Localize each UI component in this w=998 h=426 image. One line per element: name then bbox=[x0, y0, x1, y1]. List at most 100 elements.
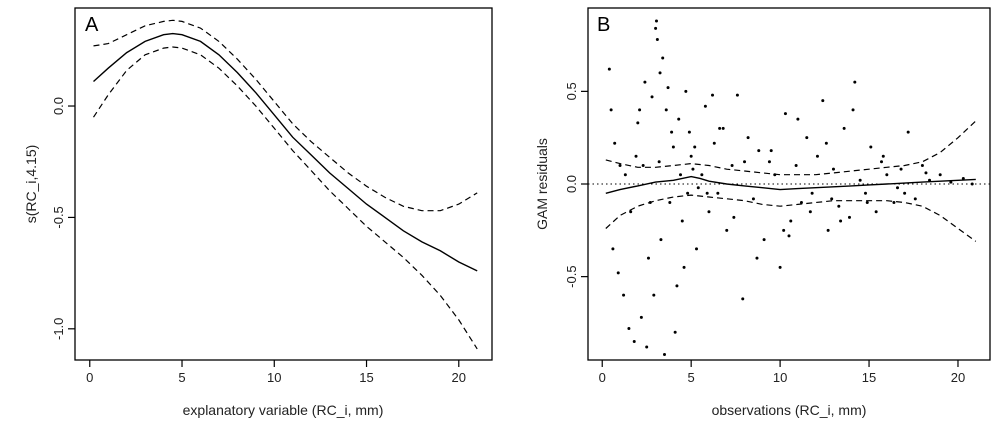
panel-b-residual-point bbox=[805, 136, 809, 140]
panel-a-fit-line bbox=[93, 32, 478, 272]
panel-b-residual-point bbox=[668, 201, 672, 205]
panel-b-residual-point bbox=[654, 19, 658, 23]
panel-b-residual-point bbox=[609, 108, 613, 112]
panel-a-plot-frame bbox=[74, 7, 493, 361]
panel-b-residual-point bbox=[634, 154, 638, 158]
panel-a-x-tick-label: 10 bbox=[267, 370, 281, 385]
panel-b-residual-point bbox=[645, 345, 649, 349]
panel-b-x-tick-label: 5 bbox=[688, 370, 695, 385]
panel-a-x-tick-label: 0 bbox=[86, 370, 93, 385]
panel-b-lower-line bbox=[605, 194, 977, 242]
panel-b-residual-point bbox=[611, 247, 615, 251]
panel-b-residual-point bbox=[831, 167, 835, 171]
panel-b-residual-point bbox=[646, 256, 650, 260]
panel-b-residual-point bbox=[885, 173, 889, 177]
panel-b-residual-point bbox=[654, 26, 658, 30]
panel-b-residual-point bbox=[687, 130, 691, 134]
panel-b-y-tick-label: 0.0 bbox=[564, 175, 579, 193]
panel-b-residual-point bbox=[641, 163, 645, 167]
panel-b-residual-point bbox=[773, 173, 777, 177]
panel-b-residual-point bbox=[718, 126, 722, 130]
panel-a-y-tick-label: -1.0 bbox=[51, 318, 66, 340]
panel-b-residual-point bbox=[741, 297, 745, 301]
panel-b-residual-point bbox=[837, 204, 841, 208]
panel-b-residual-point bbox=[810, 191, 814, 195]
panel-b-residual-point bbox=[928, 178, 932, 182]
panel-b-x-tick-label: 20 bbox=[951, 370, 965, 385]
panel-b-y-axis-label: GAM residuals bbox=[534, 138, 550, 230]
panel-b-residual-point bbox=[949, 180, 953, 184]
panel-b-residual-point bbox=[677, 117, 681, 121]
panel-b-residual-point bbox=[652, 293, 656, 297]
panel-b-residual-point bbox=[658, 71, 662, 75]
panel-b-residual-point bbox=[863, 191, 867, 195]
panel-b-residual-point bbox=[712, 141, 716, 145]
panel-b-residual-point bbox=[703, 104, 707, 108]
panel-a-x-tick-label: 15 bbox=[359, 370, 373, 385]
panel-b-residual-point bbox=[711, 93, 715, 97]
panel-b-x-tick-label: 0 bbox=[599, 370, 606, 385]
panel-b-residual-point bbox=[607, 67, 611, 71]
panel-b-residual-point bbox=[778, 265, 782, 269]
panel-b-upper-line bbox=[605, 120, 977, 176]
panel-b-y-axis: -0.5 0.0 0.5 bbox=[564, 82, 588, 288]
panel-b-residual-point bbox=[903, 191, 907, 195]
panel-b-residual-point bbox=[824, 141, 828, 145]
panel-b-residual-point bbox=[906, 130, 910, 134]
panel-b-residual-point bbox=[789, 219, 793, 223]
panel-b-residual-point bbox=[881, 154, 885, 158]
panel-b-residual-point bbox=[616, 271, 620, 275]
panel-b-residual-point bbox=[732, 215, 736, 219]
panel-b-residual-point bbox=[638, 108, 642, 112]
panel-b-residual-point bbox=[826, 228, 830, 232]
panel-a-y-axis-label: s(RC_i,4.15) bbox=[23, 145, 39, 224]
panel-b-residual-point bbox=[639, 315, 643, 319]
panel-b-residual-point bbox=[794, 163, 798, 167]
panel-b-residual-point bbox=[879, 160, 883, 164]
panel-b-residual-point bbox=[858, 178, 862, 182]
panel-b-residual-point bbox=[686, 191, 690, 195]
panel-b-residual-point bbox=[751, 197, 755, 201]
panel-b-residual-point bbox=[662, 352, 666, 356]
panel-b-residual-point bbox=[725, 228, 729, 232]
panel-b-residual-point bbox=[659, 238, 663, 242]
panel-b-residual-point bbox=[700, 173, 704, 177]
panel-b: B observations (RC_i, mm) GAM residuals … bbox=[534, 7, 991, 418]
panel-a-x-tick-label: 5 bbox=[178, 370, 185, 385]
panel-b-residual-point bbox=[684, 89, 688, 93]
panel-b-residual-point bbox=[920, 163, 924, 167]
panel-b-residual-point bbox=[799, 201, 803, 205]
panel-b-residual-point bbox=[869, 145, 873, 149]
panel-b-residual-point bbox=[821, 99, 825, 103]
panel-b-residual-point bbox=[767, 160, 771, 164]
panel-a-x-tick-label: 20 bbox=[452, 370, 466, 385]
panel-b-residual-point bbox=[815, 154, 819, 158]
panel-b-residual-point bbox=[865, 201, 869, 205]
panel-a-y-tick-label: -0.5 bbox=[51, 206, 66, 228]
panel-b-y-tick-label: 0.5 bbox=[564, 82, 579, 100]
panel-b-residual-point bbox=[632, 339, 636, 343]
panel-b-residual-point bbox=[721, 126, 725, 130]
panel-b-residual-point bbox=[730, 163, 734, 167]
panel-b-residual-point bbox=[808, 210, 812, 214]
panel-b-residual-point bbox=[680, 219, 684, 223]
panel-a: A explanatory variable (RC_i, mm) s(RC_i… bbox=[23, 7, 493, 418]
panel-a-x-axis-label: explanatory variable (RC_i, mm) bbox=[183, 402, 384, 418]
panel-b-residual-point bbox=[613, 141, 617, 145]
panel-b-residual-point bbox=[629, 210, 633, 214]
panel-b-x-tick-label: 10 bbox=[773, 370, 787, 385]
panel-b-residual-point bbox=[670, 130, 674, 134]
panel-b-residual-point bbox=[839, 219, 843, 223]
panel-b-residual-point bbox=[769, 149, 773, 153]
panel-b-residual-point bbox=[913, 197, 917, 201]
panel-b-points bbox=[607, 19, 974, 356]
panel-b-residual-point bbox=[735, 93, 739, 97]
panel-b-residual-point bbox=[830, 197, 834, 201]
panel-b-residual-point bbox=[673, 330, 677, 334]
panel-b-label: B bbox=[597, 14, 610, 36]
panel-b-residual-point bbox=[899, 167, 903, 171]
panel-b-residual-point bbox=[618, 163, 622, 167]
panel-b-residual-point bbox=[842, 126, 846, 130]
panel-b-residual-point bbox=[689, 154, 693, 158]
panel-b-residual-point bbox=[696, 186, 700, 190]
